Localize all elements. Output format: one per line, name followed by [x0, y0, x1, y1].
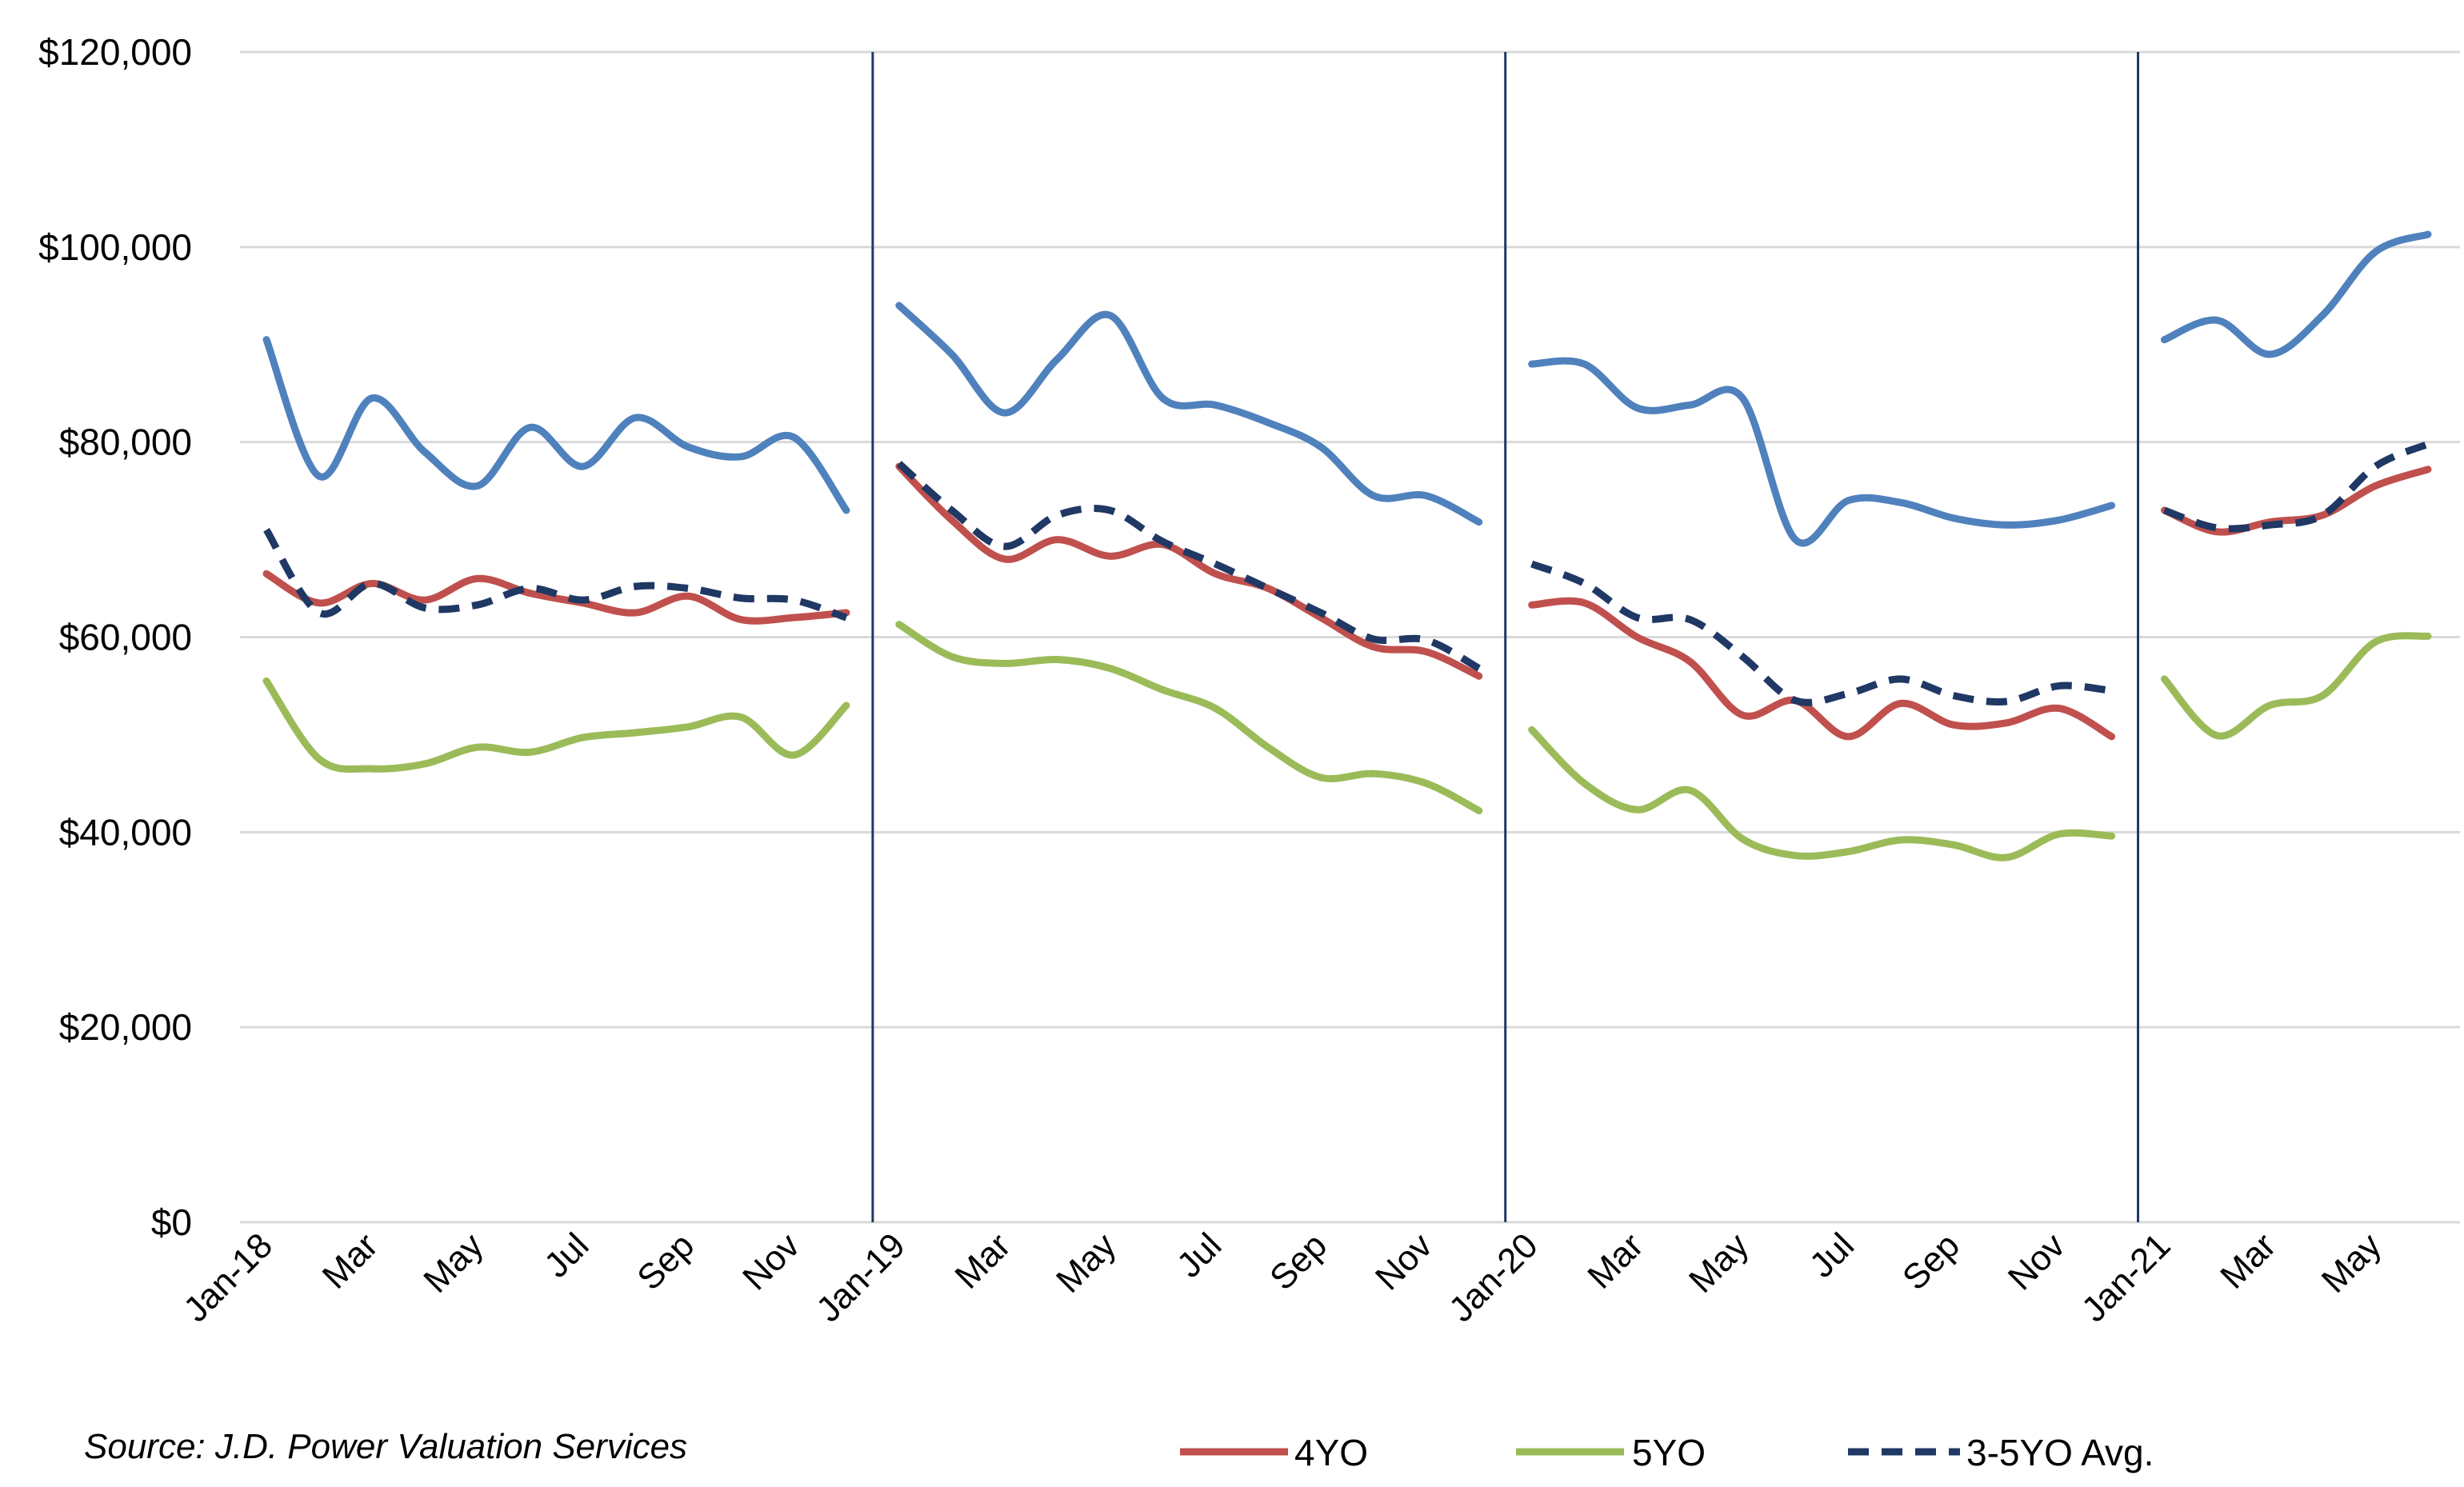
- y-tick-label: $20,000: [59, 1006, 192, 1048]
- series-line-5yo: [262, 677, 850, 773]
- legend-label-4yo: 4YO: [1294, 1432, 1368, 1473]
- series-line-5yo: [1528, 726, 2116, 861]
- x-tick-label: Mar: [2213, 1225, 2283, 1296]
- x-axis-ticks: Jan-18 Mar May Jul Sep Nov Jan-19 Mar May Jul Sep N…: [176, 1225, 2389, 1329]
- legend-item-4yo: 4YO: [1180, 1432, 1368, 1473]
- series-line-5yo: [895, 621, 1483, 815]
- series-line-unlabeled: [262, 336, 850, 514]
- x-tick-label: Jan-19: [809, 1225, 913, 1329]
- series-line-unlabeled: [895, 302, 1483, 526]
- series-line-4yo: [1528, 597, 2116, 741]
- x-tick-label: Sep: [1262, 1225, 1334, 1297]
- y-tick-label: $80,000: [59, 422, 192, 463]
- x-tick-label: Jan-20: [1442, 1225, 1546, 1329]
- x-tick-label: Sep: [1895, 1225, 1967, 1297]
- x-tick-label: May: [1049, 1225, 1123, 1300]
- series-lines: [262, 230, 2432, 861]
- series-line-5yo: [2160, 632, 2432, 740]
- series-line-unlabeled: [2160, 230, 2432, 358]
- x-tick-label: Mar: [315, 1225, 386, 1296]
- x-tick-label: Sep: [630, 1225, 702, 1297]
- legend-item-avg: 3-5YO Avg.: [1848, 1432, 2154, 1473]
- x-tick-label: Nov: [2001, 1225, 2073, 1297]
- year-dividers: [871, 52, 2140, 1222]
- legend-item-5yo: 5YO: [1516, 1432, 1706, 1473]
- series-line-3-5yo-avg-: [896, 461, 1481, 672]
- source-note: Source: J.D. Power Valuation Services: [84, 1427, 687, 1466]
- y-tick-label: $60,000: [59, 617, 192, 658]
- x-tick-label: May: [416, 1225, 490, 1300]
- x-tick-label: Jul: [537, 1225, 596, 1285]
- x-tick-label: Jan-21: [2074, 1225, 2178, 1329]
- y-tick-label: $100,000: [38, 226, 192, 268]
- x-tick-label: Mar: [947, 1225, 1018, 1296]
- x-tick-label: May: [1682, 1225, 1756, 1300]
- legend-label-5yo: 5YO: [1632, 1432, 1706, 1473]
- y-tick-label: $0: [151, 1201, 192, 1243]
- y-axis-ticks: $0 $20,000 $40,000 $60,000 $80,000 $100,000 $1…: [38, 31, 192, 1243]
- series-line-3-5yo-avg-: [263, 527, 848, 622]
- series-line-4yo: [262, 570, 850, 625]
- x-tick-label: Jul: [1802, 1225, 1862, 1285]
- series-line-unlabeled: [1528, 357, 2116, 547]
- x-tick-label: Jul: [1170, 1225, 1229, 1285]
- x-tick-label: Nov: [1368, 1225, 1440, 1297]
- legend-label-avg: 3-5YO Avg.: [1966, 1432, 2154, 1473]
- series-line-3-5yo-avg-: [2162, 440, 2430, 533]
- x-tick-label: May: [2314, 1225, 2389, 1300]
- x-tick-label: Mar: [1580, 1225, 1650, 1296]
- series-line-3-5yo-avg-: [1530, 560, 2113, 706]
- y-tick-label: $40,000: [59, 811, 192, 853]
- legend: 4YO 5YO 3-5YO Avg.: [1180, 1432, 2154, 1473]
- x-tick-label: Nov: [735, 1225, 807, 1297]
- y-tick-label: $120,000: [38, 31, 192, 73]
